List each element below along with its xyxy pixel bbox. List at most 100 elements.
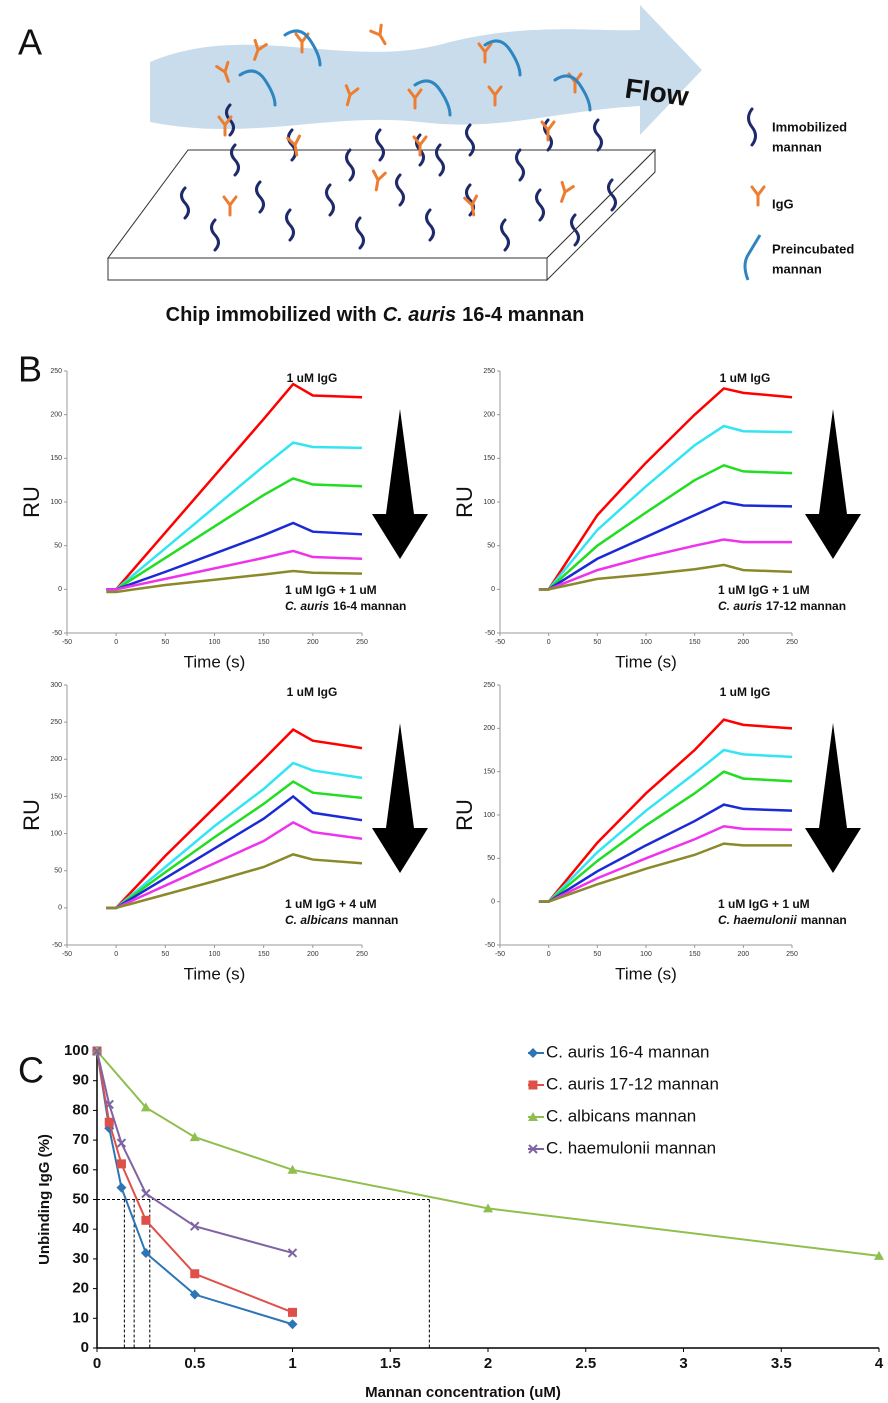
x-tick-label: 150	[258, 639, 270, 646]
caption-species: C. auris	[383, 304, 456, 326]
y-tick-label: -50	[485, 942, 495, 949]
y-tick-label: 250	[50, 368, 62, 375]
y-axis-label: RU	[19, 799, 44, 831]
igg-shape	[217, 115, 233, 137]
x-tick-label: 0.5	[184, 1355, 205, 1372]
sensorgram-line	[538, 500, 793, 591]
panel-label: C	[18, 1050, 44, 1091]
panel-label: A	[18, 22, 42, 63]
x-tick-label: 0	[93, 1355, 101, 1372]
mannan-strand	[375, 128, 385, 162]
x-tick-label: -50	[495, 639, 505, 646]
panel-a-diagram: FlowImmobilizedmannanIgGPreincubatedmann…	[107, 5, 854, 326]
igg-icon	[344, 84, 360, 107]
igg-shape	[540, 120, 556, 142]
preincubated-strand	[553, 74, 592, 112]
x-tick-label: 100	[209, 639, 221, 646]
legend-label: C. haemulonii mannan	[546, 1138, 716, 1157]
igg-shape	[750, 185, 766, 207]
sensorgram-line	[538, 424, 793, 591]
x-tick-label: 150	[258, 951, 270, 958]
annotation-text: 16-4 mannan	[333, 599, 406, 613]
mannan-strand	[287, 128, 297, 162]
annotation: 1 uM IgG + 1 uM	[285, 583, 377, 597]
sensorgram-line	[538, 463, 793, 591]
sensorgram-line	[106, 382, 363, 591]
igg-shape	[487, 85, 503, 107]
y-tick-label: 0	[491, 586, 495, 593]
igg-icon	[286, 134, 302, 157]
annotation: 1 uM IgG + 1 uM	[718, 897, 810, 911]
x-tick-label: 1.5	[380, 1355, 401, 1372]
mannan-strand	[345, 148, 355, 182]
igg-shape	[253, 38, 268, 61]
point	[141, 1215, 151, 1225]
y-tick-label: 40	[72, 1220, 89, 1237]
x-tick-label: 0	[114, 639, 118, 646]
annotation: C. haemulonii mannan	[718, 913, 847, 927]
y-tick-label: 80	[72, 1101, 89, 1118]
sensorgram-line	[538, 387, 793, 591]
x-tick-label: 0	[114, 951, 118, 958]
y-tick-label: 100	[483, 812, 495, 819]
igg-shape	[215, 60, 230, 83]
igg-icon	[412, 135, 428, 157]
x-tick-label: 50	[161, 951, 169, 958]
mannan-strand	[180, 186, 190, 220]
legend-text: Preincubated	[772, 241, 854, 256]
series-line	[96, 1050, 293, 1314]
x-tick-label: 150	[689, 951, 701, 958]
y-tick-label: 50	[54, 868, 62, 875]
sensorgram-line	[538, 770, 793, 903]
igg-shape	[344, 84, 360, 107]
mannan-strand	[230, 143, 240, 177]
igg-icon	[560, 180, 575, 203]
point	[288, 1307, 297, 1317]
preincubated-strand	[238, 69, 277, 107]
legend-text: Immobilized	[772, 119, 847, 134]
y-tick-label: 250	[50, 719, 62, 726]
mannan-strand	[395, 173, 405, 207]
x-tick-label: 0	[547, 639, 551, 646]
x-tick-label: 200	[737, 951, 749, 958]
igg-shape	[477, 42, 493, 64]
sensorgram-line	[538, 563, 793, 591]
preincubated-strand	[483, 39, 522, 77]
x-axis-label: Time (s)	[184, 964, 246, 983]
y-tick-label: 0	[58, 905, 62, 912]
x-tick-label: 50	[161, 639, 169, 646]
sensorgram-line	[106, 728, 363, 910]
x-tick-label: 100	[640, 951, 652, 958]
point	[528, 1048, 538, 1058]
x-tick-label: 200	[737, 639, 749, 646]
annotation: C. albicans mannan	[285, 913, 398, 927]
igg-shape	[371, 169, 387, 192]
y-axis-label: Unbinding IgG (%)	[36, 1134, 53, 1265]
mannan-strand	[325, 183, 335, 217]
sensorgram-line	[538, 538, 792, 591]
x-tick-label: 100	[209, 951, 221, 958]
point	[287, 1319, 298, 1330]
y-tick-label: 100	[50, 499, 62, 506]
chip-side	[546, 148, 656, 282]
igg-icon	[487, 85, 503, 107]
x-tick-label: 2	[484, 1355, 492, 1372]
sensorgram-line	[538, 842, 792, 903]
y-tick-label: 150	[50, 793, 62, 800]
igg-shape	[222, 195, 238, 217]
point	[92, 1046, 102, 1056]
igg-icon	[407, 88, 423, 110]
x-tick-label: 50	[593, 951, 601, 958]
x-tick-label: -50	[495, 951, 505, 958]
point	[141, 1188, 151, 1199]
decrease-arrow	[372, 723, 428, 873]
x-axis-label: Mannan concentration (uM)	[365, 1384, 561, 1401]
mannan-strand	[570, 213, 580, 247]
igg-icon	[371, 169, 387, 192]
mannan-strand	[593, 118, 603, 152]
igg-icon	[540, 120, 556, 142]
preincubated-strand	[413, 79, 452, 117]
annotation: C. auris 17-12 mannan	[718, 599, 846, 613]
sensorgram-line	[106, 780, 363, 910]
